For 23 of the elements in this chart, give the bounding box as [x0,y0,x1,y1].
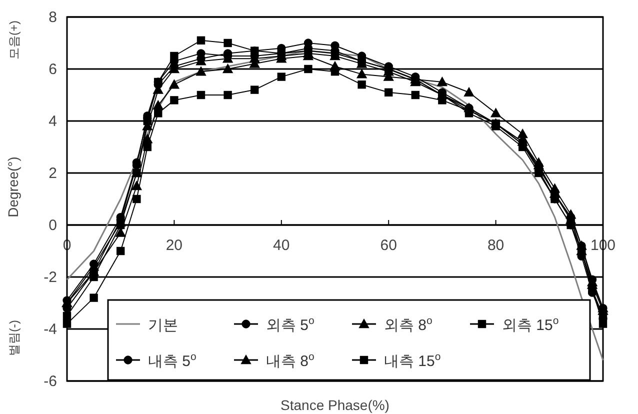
legend-label: 내측 15$^{o}$ [384,351,441,370]
x-tick-label: 60 [380,237,397,254]
y-tick-label: -2 [44,269,57,286]
x-axis-title: Stance Phase(%) [280,397,390,413]
y-tick-label: 2 [48,165,57,182]
text: 벌림(-) [7,320,21,356]
text: 모음(+) [7,20,21,60]
y-tick-label: 4 [48,113,57,130]
legend-label: 외측 5$^{o}$ [266,315,315,334]
legend-label: 외측 8$^{o}$ [384,315,433,334]
y-axis-title: Degree(°) [5,156,21,218]
x-tick-label: 80 [487,237,504,254]
legend-label: 기본 [148,317,178,334]
x-tick-label: 20 [166,237,183,254]
x-tick-label: 40 [273,237,290,254]
y-tick-label: 0 [48,217,57,234]
y-tick-label: -4 [44,321,57,338]
y-tick-label: 8 [48,9,57,26]
y-tick-label: -6 [44,373,57,390]
legend-label: 내측 8$^{o}$ [266,351,315,370]
legend-label: 내측 5$^{o}$ [148,351,197,370]
legend-label: 외측 15$^{o}$ [502,315,559,334]
y-tick-label: 6 [48,61,57,78]
